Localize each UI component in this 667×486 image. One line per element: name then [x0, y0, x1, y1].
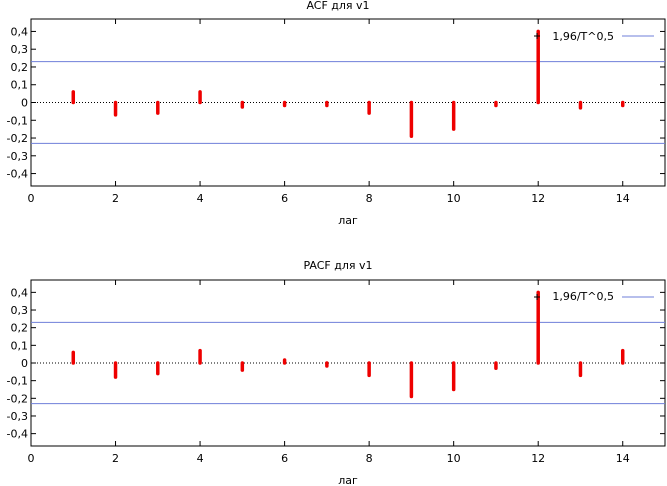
pacf-x-tick-label: 4: [197, 452, 204, 465]
pacf-title: PACF для v1: [303, 259, 372, 272]
acf-x-tick-label: 12: [531, 192, 545, 205]
pacf-x-tick-label: 14: [616, 452, 630, 465]
acf-xlabel: лаг: [338, 214, 358, 227]
pacf-x-tick-label: 6: [281, 452, 288, 465]
pacf-y-tick-label: -0,2: [7, 392, 28, 405]
acf-y-tick-label: 0,2: [11, 61, 29, 74]
pacf-y-tick-label: 0: [21, 357, 28, 370]
pacf-y-tick-label: -0,3: [7, 410, 28, 423]
acf-x-tick-label: 4: [197, 192, 204, 205]
pacf-x-tick-label: 0: [28, 452, 35, 465]
pacf-x-tick-label: 12: [531, 452, 545, 465]
acf-y-tick-label: -0,4: [7, 168, 28, 181]
acf-y-tick-label: 0: [21, 97, 28, 110]
pacf-y-tick-label: -0,4: [7, 428, 28, 441]
acf-panel: ACF для v1 лаг 1,96/T^0,5 -0,4 -0,3 -0,2 -0…: [7, 0, 666, 227]
pacf-plot-frame: [30, 279, 666, 447]
acf-y-tick-label: 0,4: [11, 25, 29, 38]
pacf-y-tick-label: -0,1: [7, 375, 28, 388]
acf-y-tick-label: 0,3: [11, 43, 29, 56]
acf-x-tick-label: 8: [366, 192, 373, 205]
pacf-y-tick-label: 0,1: [11, 339, 29, 352]
acf-y-tick-label: 0,1: [11, 79, 29, 92]
acf-x-tick-label: 2: [112, 192, 119, 205]
pacf-y-tick-label: 0,3: [11, 304, 29, 317]
pacf-x-tick-label: 10: [447, 452, 461, 465]
acf-y-tick-label: -0,2: [7, 132, 28, 145]
acf-x-tick-label: 14: [616, 192, 630, 205]
pacf-panel: PACF для v1 лаг 1,96/T^0,5 -0,4 -0,3 -0,2 -…: [7, 259, 666, 486]
acf-x-tick-label: 0: [28, 192, 35, 205]
acf-x-tick-label: 6: [281, 192, 288, 205]
pacf-x-tick-label: 2: [112, 452, 119, 465]
acf-title: ACF для v1: [306, 0, 369, 12]
acf-y-tick-label: -0,1: [7, 114, 28, 127]
pacf-y-tick-label: 0,2: [11, 322, 29, 335]
acf-y-tick-label: -0,3: [7, 150, 28, 163]
pacf-x-tick-label: 8: [366, 452, 373, 465]
acf-plot-frame: [30, 18, 666, 187]
pacf-legend-label: 1,96/T^0,5: [552, 290, 614, 303]
acf-legend-label: 1,96/T^0,5: [552, 30, 614, 43]
pacf-y-tick-label: 0,4: [11, 286, 29, 299]
acf-x-tick-label: 10: [447, 192, 461, 205]
pacf-xlabel: лаг: [338, 474, 358, 486]
